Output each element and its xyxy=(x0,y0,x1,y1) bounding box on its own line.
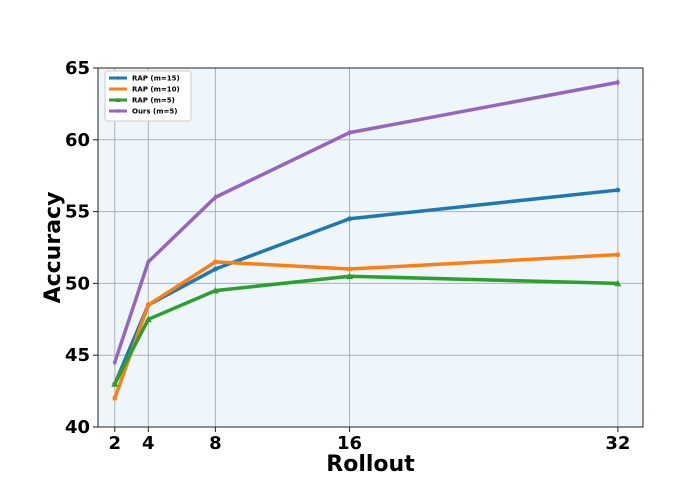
legend: RAP (m=15) RAP (m=10) RAP (m=5) Ours (m=5) xyxy=(104,70,192,122)
plot-area xyxy=(98,68,643,427)
legend-item: RAP (m=15) xyxy=(109,75,180,83)
data-point xyxy=(111,380,119,387)
legend-label: RAP (m=10) xyxy=(132,86,180,94)
series-1 xyxy=(112,252,620,401)
x-axis-label: Rollout xyxy=(326,452,415,477)
y-tick-label: 45 xyxy=(65,345,90,366)
legend-item: RAP (m=10) xyxy=(109,86,180,94)
x-tick-label: 2 xyxy=(109,433,122,454)
x-tick-label: 4 xyxy=(142,433,155,454)
legend-box xyxy=(104,70,192,122)
data-point xyxy=(146,302,151,308)
data-point xyxy=(346,272,354,280)
series-3 xyxy=(112,78,620,366)
data-point xyxy=(112,396,117,401)
y-tick-label: 40 xyxy=(65,417,90,438)
legend-marker xyxy=(115,97,121,102)
legend-label: RAP (m=5) xyxy=(132,97,175,105)
data-point xyxy=(347,129,352,137)
data-point xyxy=(146,258,151,266)
data-point xyxy=(615,187,621,193)
plot-frame xyxy=(97,67,644,428)
legend-item: RAP (m=5) xyxy=(109,97,175,105)
y-tick-label: 50 xyxy=(65,273,90,294)
data-point xyxy=(615,252,620,257)
data-point xyxy=(211,287,219,294)
x-tick-label: 8 xyxy=(209,433,222,454)
legend-marker xyxy=(116,87,120,91)
y-tick-label: 60 xyxy=(65,130,90,151)
y-tick-label: 55 xyxy=(65,202,90,223)
legend-label: Ours (m=5) xyxy=(132,108,177,116)
data-point xyxy=(347,216,352,222)
ticks: 2 4 8 16 32 40 45 50 55 60 65 xyxy=(65,58,630,454)
data-point xyxy=(213,193,218,201)
data-point xyxy=(213,259,218,264)
data-point xyxy=(347,266,352,272)
y-tick-label: 65 xyxy=(65,58,90,79)
series-layer xyxy=(111,78,622,401)
x-tick-label: 16 xyxy=(337,433,362,454)
data-point xyxy=(112,358,117,366)
y-axis-label: Accuracy xyxy=(41,192,66,304)
legend-marker xyxy=(116,108,120,114)
data-point xyxy=(212,266,218,272)
legend-marker xyxy=(116,76,120,80)
legend-item: Ours (m=5) xyxy=(109,108,177,116)
legend-label: RAP (m=15) xyxy=(132,75,180,83)
x-tick-label: 32 xyxy=(605,433,630,454)
data-point xyxy=(615,78,620,86)
data-point xyxy=(144,315,152,323)
data-point xyxy=(614,279,622,287)
series-2 xyxy=(111,272,622,387)
